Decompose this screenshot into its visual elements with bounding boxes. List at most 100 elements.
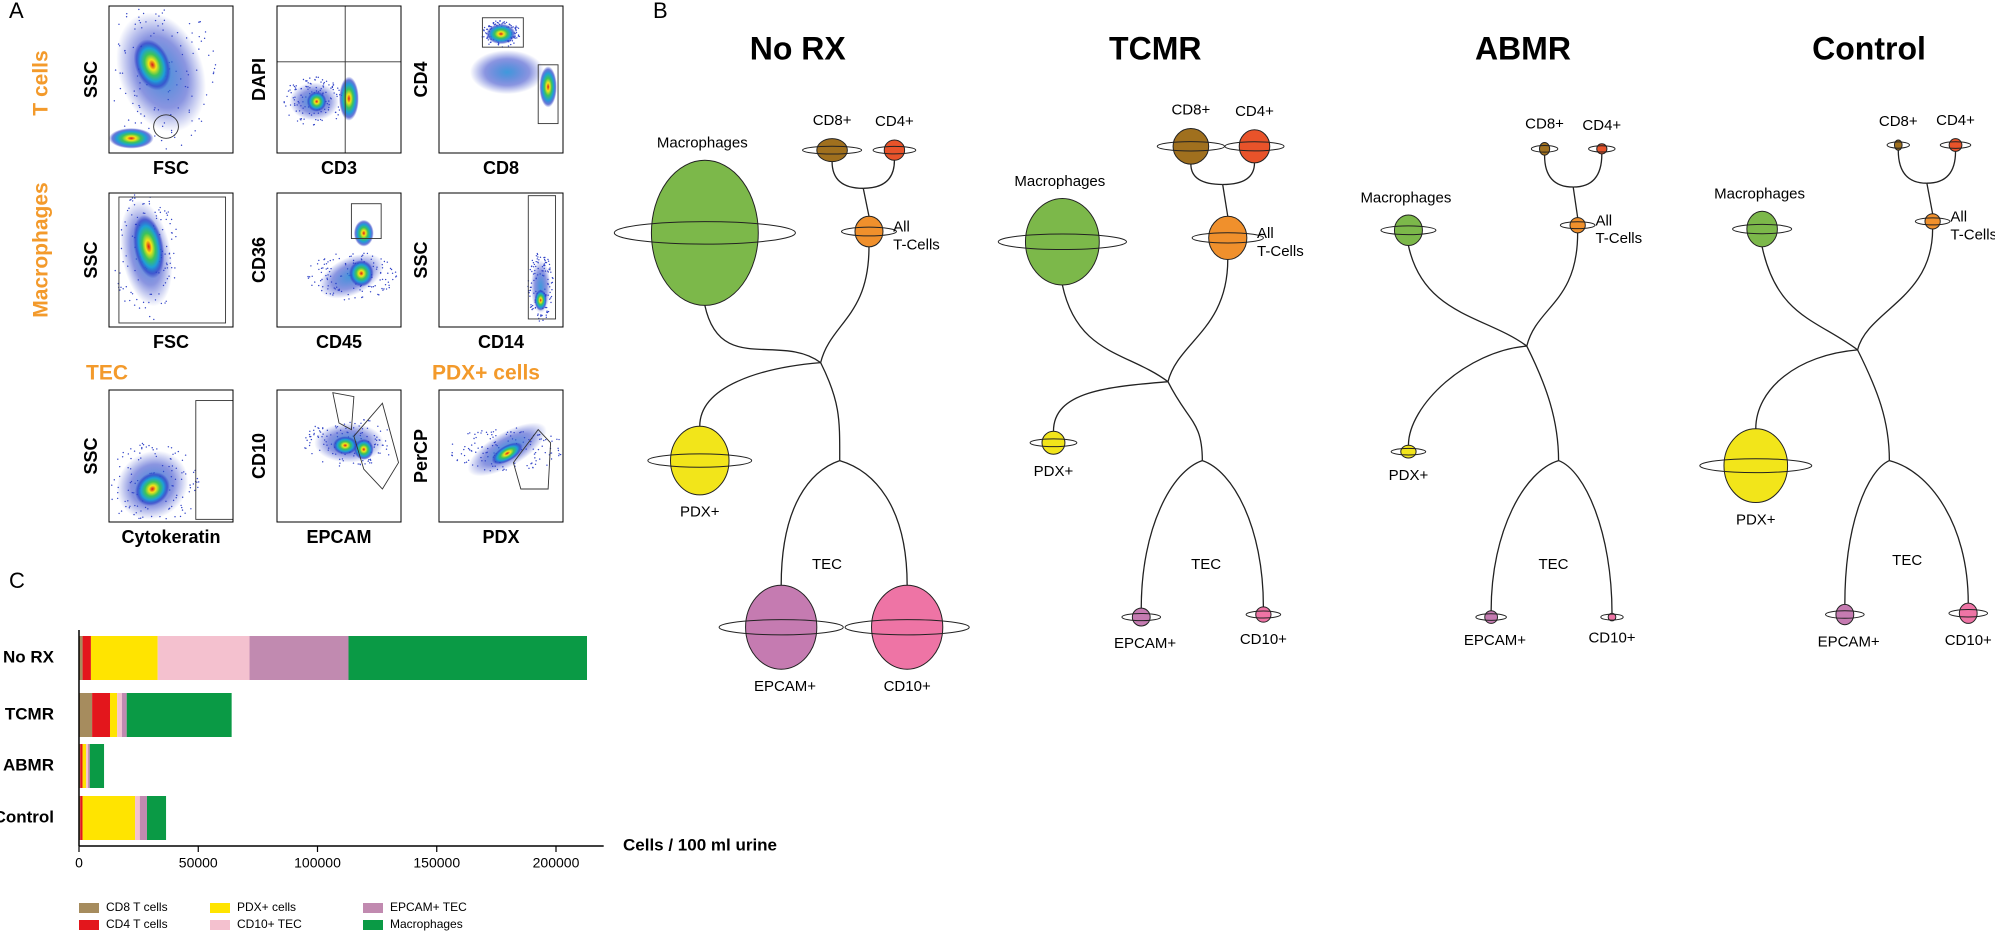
event-dot (369, 420, 371, 422)
event-dot (289, 84, 291, 87)
event-dot (354, 297, 356, 299)
event-dot (131, 197, 134, 199)
tree-branches (1052, 162, 1265, 609)
event-dot (118, 23, 120, 26)
event-dot (388, 284, 390, 287)
event-dot (325, 263, 328, 265)
event-dot (502, 21, 504, 24)
event-dot (379, 452, 381, 454)
node-ring (802, 145, 863, 155)
branch (1755, 349, 1858, 429)
event-dot (504, 22, 506, 25)
bar-segment (121, 693, 127, 737)
event-dot (196, 477, 199, 480)
event-dot (317, 427, 319, 429)
event-dot (389, 267, 392, 270)
event-dot (156, 448, 158, 450)
event-dot (190, 508, 192, 510)
gates (350, 203, 382, 240)
gate-label: PDX+ cells (432, 362, 540, 385)
event-dot (451, 454, 454, 457)
event-dot (120, 510, 123, 512)
branch (1167, 381, 1203, 461)
event-dot (119, 465, 121, 468)
bar-segment (79, 693, 93, 737)
plot-border (276, 389, 402, 523)
event-dot (321, 119, 323, 122)
x-tick-label: 150000 (413, 855, 460, 871)
event-dot (138, 8, 140, 11)
node-ring (1224, 141, 1285, 152)
event-dot (309, 442, 311, 444)
event-dot (169, 222, 171, 225)
bar-segment (89, 744, 105, 788)
node-ring (997, 233, 1127, 250)
gates (527, 195, 557, 320)
node-label: All (893, 219, 910, 236)
event-dot (473, 437, 475, 440)
event-dot (544, 260, 546, 262)
panel-a: FSC SSC CD3 DAPI CD8 CD4 FSC SSC CD45 CD36 CD14 SSC… (81, 5, 564, 547)
event-dot (328, 84, 330, 86)
event-dot (534, 463, 537, 465)
event-dot (489, 25, 491, 28)
event-dot (130, 457, 132, 460)
node-label: Macrophages (1714, 186, 1805, 203)
event-dot (381, 278, 384, 281)
node (1400, 444, 1417, 459)
event-dot (505, 469, 507, 471)
event-dot (322, 267, 324, 269)
event-dot (551, 288, 553, 291)
bar-segment (92, 693, 111, 737)
event-dot (369, 462, 371, 464)
event-dot (379, 430, 382, 432)
panel-label: C (9, 568, 25, 593)
event-dot (311, 452, 313, 455)
event-dot (550, 452, 553, 454)
y-axis-label: SSC (81, 241, 101, 278)
node-label: TEC (1892, 552, 1922, 569)
bar-segment (82, 796, 136, 840)
node-ring (1475, 613, 1507, 621)
event-dot (394, 271, 397, 273)
event-dot (491, 434, 493, 436)
event-dot (392, 278, 394, 281)
event-dot (338, 465, 341, 467)
node (871, 584, 944, 670)
event-dot (481, 430, 483, 432)
flow-plot: CD3 DAPI (249, 5, 402, 178)
event-dot (114, 269, 116, 272)
event-dot (508, 23, 511, 25)
node-label: Macrophages (657, 135, 748, 152)
event-dot (348, 298, 350, 300)
event-dot (175, 228, 177, 231)
event-dot (490, 431, 493, 433)
event-dot (550, 301, 552, 304)
event-dot (149, 315, 151, 318)
event-dot (329, 259, 331, 262)
gate (537, 64, 559, 125)
node-label: CD8+ (813, 112, 852, 129)
event-dot (386, 445, 388, 447)
event-dot (556, 438, 558, 440)
node (670, 425, 730, 496)
gates (481, 17, 559, 125)
node-ring (1588, 145, 1616, 153)
event-dot (160, 139, 163, 142)
event-dot (309, 430, 311, 433)
x-axis-label: CD45 (316, 332, 362, 352)
event-dot (485, 32, 487, 34)
node-label: EPCAM+ (1464, 632, 1526, 649)
event-dot (485, 431, 488, 434)
flow-plot: CD14 SSC (411, 192, 564, 352)
flow-plot: CD45 CD36 (249, 192, 402, 352)
event-dot (513, 42, 515, 44)
legend-label: CD4 T cells (106, 917, 168, 931)
event-dot (181, 506, 183, 509)
event-dot (305, 447, 307, 450)
event-dot (322, 427, 324, 430)
event-dot (551, 440, 553, 442)
event-dot (534, 451, 537, 454)
x-tick-label: 50000 (179, 855, 218, 871)
